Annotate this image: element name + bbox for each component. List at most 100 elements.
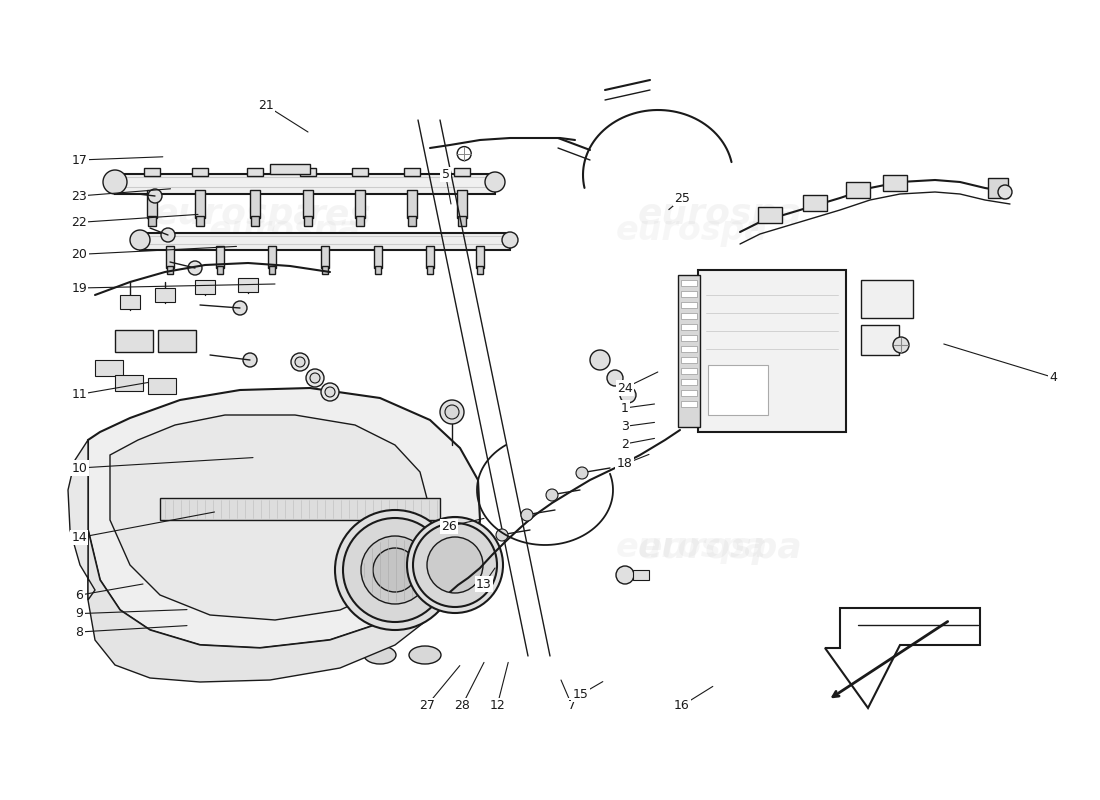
Text: 1: 1 (620, 402, 629, 414)
Bar (167, 266, 173, 274)
Bar (140, 233, 510, 250)
Bar (147, 190, 157, 218)
Bar (632, 570, 649, 580)
Ellipse shape (364, 646, 396, 664)
Bar (250, 190, 260, 218)
Circle shape (103, 170, 127, 194)
Circle shape (440, 400, 464, 424)
Bar (160, 498, 440, 520)
Bar (216, 246, 224, 268)
Bar (404, 168, 420, 176)
Bar (192, 168, 208, 176)
Bar (681, 313, 697, 319)
Bar (158, 330, 196, 352)
Circle shape (616, 566, 634, 584)
Ellipse shape (114, 646, 146, 664)
Bar (321, 246, 329, 268)
Bar (116, 375, 143, 391)
Text: 13: 13 (476, 578, 492, 590)
Circle shape (233, 301, 248, 315)
Text: 8: 8 (75, 626, 84, 638)
Circle shape (620, 387, 636, 403)
Bar (988, 178, 1008, 198)
Circle shape (130, 230, 150, 250)
Bar (196, 216, 204, 226)
Text: 15: 15 (573, 688, 588, 701)
Bar (477, 266, 483, 274)
Circle shape (295, 357, 305, 367)
Text: eurospa: eurospa (616, 214, 768, 247)
Text: 9: 9 (75, 607, 84, 620)
Text: 11: 11 (72, 388, 87, 401)
Text: 14: 14 (72, 531, 87, 544)
Bar (681, 357, 697, 363)
Bar (458, 216, 466, 226)
Bar (352, 168, 368, 176)
Bar (195, 190, 205, 218)
Text: 28: 28 (454, 699, 470, 712)
Bar (374, 246, 382, 268)
Text: 5: 5 (441, 168, 450, 181)
Bar (681, 401, 697, 407)
Circle shape (576, 467, 588, 479)
Text: 27: 27 (419, 699, 435, 712)
Text: 4: 4 (1049, 371, 1058, 384)
Bar (803, 195, 827, 211)
Circle shape (496, 529, 508, 541)
Text: eurospa: eurospa (154, 198, 319, 231)
Bar (375, 266, 381, 274)
Circle shape (427, 537, 483, 593)
Circle shape (306, 369, 324, 387)
Text: eurospa: eurospa (638, 531, 803, 565)
Text: 16: 16 (674, 699, 690, 712)
Circle shape (324, 387, 336, 397)
Bar (681, 390, 697, 396)
Bar (681, 291, 697, 297)
Text: 18: 18 (617, 458, 632, 470)
Text: res: res (308, 198, 372, 231)
Bar (155, 288, 175, 302)
Circle shape (998, 185, 1012, 199)
Text: 6: 6 (75, 589, 84, 602)
Text: 23: 23 (72, 190, 87, 202)
Bar (407, 190, 417, 218)
Circle shape (446, 405, 459, 419)
Bar (95, 360, 123, 376)
Text: eurospa: eurospa (209, 531, 361, 565)
Text: 17: 17 (72, 154, 87, 166)
Bar (166, 246, 174, 268)
Bar (195, 280, 214, 294)
Bar (681, 302, 697, 308)
Text: 22: 22 (72, 216, 87, 229)
Bar (144, 168, 159, 176)
Circle shape (188, 261, 202, 275)
Bar (681, 335, 697, 341)
Text: 7: 7 (568, 699, 576, 712)
Text: 10: 10 (72, 462, 87, 474)
Ellipse shape (314, 646, 346, 664)
Ellipse shape (160, 646, 191, 664)
Polygon shape (88, 520, 480, 682)
Polygon shape (110, 415, 430, 620)
Circle shape (310, 373, 320, 383)
Bar (355, 190, 365, 218)
Polygon shape (825, 608, 980, 708)
Text: res: res (308, 531, 372, 565)
Text: 24: 24 (617, 382, 632, 394)
Bar (681, 346, 697, 352)
Circle shape (607, 370, 623, 386)
Bar (681, 324, 697, 330)
Ellipse shape (209, 646, 241, 664)
Text: 2: 2 (620, 438, 629, 450)
Text: 3: 3 (620, 420, 629, 433)
Bar (681, 280, 697, 286)
Bar (681, 368, 697, 374)
Bar (322, 266, 328, 274)
Circle shape (412, 523, 497, 607)
Circle shape (321, 383, 339, 401)
Bar (356, 216, 364, 226)
Polygon shape (88, 388, 480, 648)
Bar (456, 190, 468, 218)
Text: eurospa: eurospa (638, 198, 803, 231)
Bar (758, 207, 782, 223)
